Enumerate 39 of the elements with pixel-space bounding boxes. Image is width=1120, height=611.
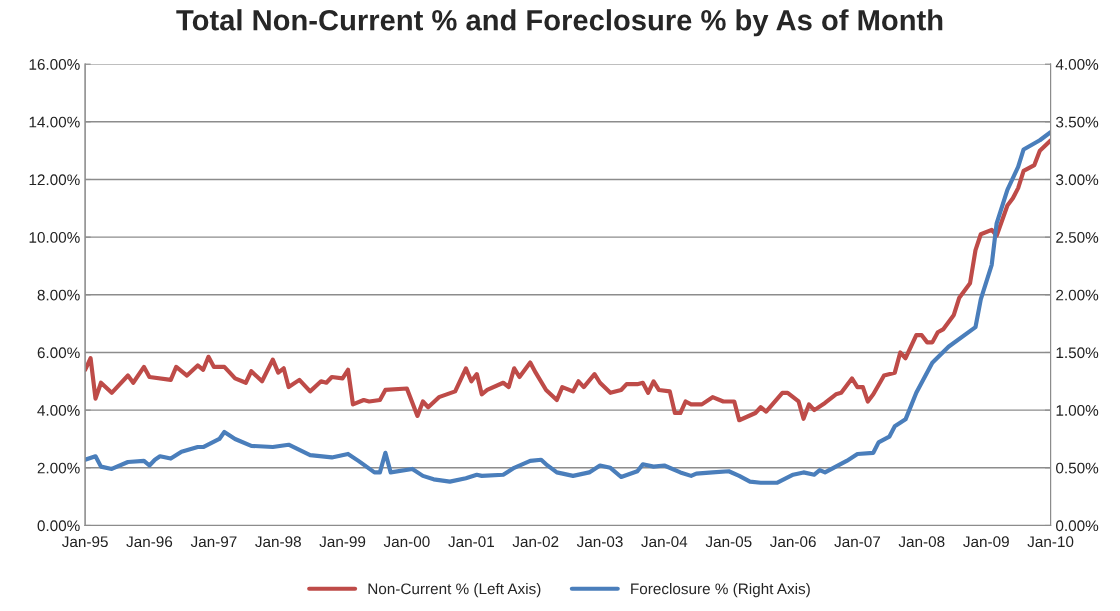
x-tick-label: Jan-01 <box>448 536 494 548</box>
y2-tick-label: 2.00% <box>1056 289 1099 301</box>
y-tick-label: 4.00% <box>37 405 80 416</box>
x-tick-label: Jan-02 <box>512 536 559 548</box>
x-tick-label: Jan-99 <box>319 536 366 548</box>
y-tick-label: 10.00% <box>29 232 80 243</box>
y2-tick-label: 2.50% <box>1056 232 1099 243</box>
y2-tick-label: 0.50% <box>1056 462 1099 474</box>
legend-label: Non-Current % (Left Axis) <box>368 583 541 598</box>
x-tick-label: Jan-03 <box>576 536 623 548</box>
x-tick-label: Jan-05 <box>705 536 752 548</box>
chart-title: Total Non-Current % and Foreclosure % by As of Month <box>176 9 943 37</box>
y-tick-label: 16.00% <box>29 59 80 70</box>
y2-tick-label: 4.00% <box>1055 59 1099 70</box>
y-tick-label: 12.00% <box>29 174 80 186</box>
y2-tick-label: 1.50% <box>1056 347 1099 359</box>
x-tick-label: Jan-08 <box>898 536 945 548</box>
line-series <box>85 138 1051 423</box>
legend-label: Foreclosure % (Right Axis) <box>631 583 810 598</box>
x-tick-label: Jan-95 <box>62 536 108 548</box>
x-tick-label: Jan-07 <box>834 536 881 548</box>
x-tick-label: Jan-00 <box>383 536 430 548</box>
x-tick-label: Jan-06 <box>770 536 816 548</box>
line-series <box>85 130 1051 485</box>
y-tick-label: 6.00% <box>37 347 80 359</box>
y2-tick-label: 3.00% <box>1056 174 1099 186</box>
y2-tick-label: 1.00% <box>1056 405 1099 416</box>
x-tick-label: Jan-09 <box>963 536 1009 548</box>
y-tick-label: 8.00% <box>37 289 80 301</box>
y2-tick-label: 3.50% <box>1056 116 1099 128</box>
x-tick-label: Jan-98 <box>255 536 301 548</box>
y-tick-label: 14.00% <box>29 116 80 128</box>
x-tick-label: Jan-10 <box>1027 536 1074 548</box>
x-tick-label: Jan-97 <box>190 536 237 548</box>
y2-tick-label: 0.00% <box>1056 520 1099 532</box>
y-tick-label: 0.00% <box>37 520 80 532</box>
x-tick-label: Jan-96 <box>126 536 173 548</box>
x-tick-label: Jan-04 <box>641 536 688 548</box>
y-tick-label: 2.00% <box>37 462 80 474</box>
